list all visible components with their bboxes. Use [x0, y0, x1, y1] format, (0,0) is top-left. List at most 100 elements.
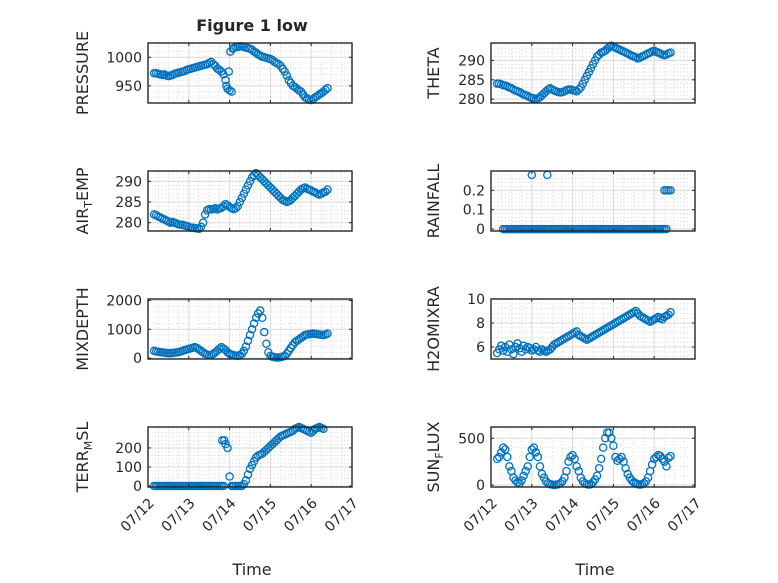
x-axis-label-right: Time [574, 560, 614, 579]
y-tick-label: 0.1 [463, 203, 485, 219]
y-tick-label: 200 [115, 441, 142, 457]
y-axis-label: SUNFLUX [424, 421, 446, 492]
data-series-rainfall [498, 170, 675, 234]
data-point [496, 341, 506, 351]
y-tick-label: 10 [467, 292, 485, 308]
data-point [647, 460, 657, 469]
data-series-sun_flux [492, 428, 675, 490]
data-point [323, 329, 332, 338]
data-point [666, 451, 675, 461]
y-tick-label: 280 [115, 216, 142, 232]
data-point [319, 424, 328, 434]
data-point [621, 463, 630, 473]
axes-frame [490, 42, 696, 104]
y-tick-label: 285 [115, 195, 142, 211]
data-point [535, 347, 545, 357]
data-point [321, 85, 330, 95]
data-point [545, 345, 555, 354]
data-point [239, 189, 249, 199]
data-series-pressure [149, 42, 332, 105]
y-tick-label: 2000 [106, 293, 142, 309]
axes-frame [490, 170, 696, 232]
data-point [237, 193, 247, 203]
data-series-mixdepth [149, 306, 332, 362]
data-point [664, 310, 673, 319]
data-point [311, 188, 320, 197]
x-tick-label: 07/15 [583, 495, 623, 535]
y-tick-label: 1000 [106, 50, 142, 66]
data-point [521, 466, 530, 476]
y-tick-label: 0 [476, 222, 485, 238]
data-point [245, 330, 255, 340]
data-series-air_temp [149, 168, 332, 234]
y-tick-label: 950 [115, 79, 142, 95]
data-point [215, 344, 224, 354]
data-point [241, 476, 251, 485]
data-point [494, 452, 504, 462]
data-point [220, 436, 229, 445]
y-tick-label: 290 [115, 174, 142, 190]
data-point [321, 187, 330, 196]
data-point [664, 453, 673, 463]
figure-title: Figure 1 low [196, 16, 308, 35]
data-point [609, 441, 618, 450]
axes-frame [147, 170, 353, 232]
data-point [501, 445, 510, 454]
axes-frame [147, 426, 353, 488]
y-tick-label: 500 [458, 431, 485, 447]
data-point [231, 203, 240, 213]
data-point [323, 185, 332, 194]
y-tick-label: 8 [476, 316, 485, 332]
data-point [237, 481, 247, 491]
data-point [224, 67, 234, 76]
y-tick-label: 0 [133, 479, 142, 495]
y-axis-label: AIRTEMP [73, 167, 95, 234]
data-point [225, 472, 234, 481]
data-point [666, 186, 675, 195]
data-point [280, 67, 289, 76]
y-axis-label: MIXDEPTH [73, 287, 92, 370]
data-point [233, 201, 243, 211]
data-point [517, 476, 526, 485]
data-point [498, 443, 508, 452]
y-tick-label: 100 [115, 460, 142, 476]
data-point [596, 454, 606, 464]
y-axis-label: THETA [424, 47, 443, 99]
x-tick-label: 07/12 [118, 495, 158, 535]
y-tick-label: 0.2 [463, 183, 485, 199]
data-point [662, 224, 671, 234]
data-point [211, 203, 220, 213]
data-point [202, 206, 212, 215]
y-tick-label: 0 [476, 478, 485, 494]
data-point [525, 452, 535, 462]
axes-frame [490, 426, 696, 488]
data-point [241, 342, 251, 351]
x-tick-label: 07/17 [665, 495, 705, 535]
data-point [317, 189, 326, 199]
data-point [243, 336, 253, 346]
data-point [247, 325, 257, 334]
x-tick-label: 07/14 [200, 495, 240, 535]
axes-frame [147, 42, 353, 104]
data-point [521, 345, 530, 354]
data-point [280, 196, 289, 206]
data-point [529, 443, 539, 452]
data-point [505, 462, 514, 471]
data-point [666, 307, 675, 317]
data-point [225, 202, 234, 212]
data-point [219, 481, 228, 491]
data-point [200, 210, 210, 219]
y-axis-label: TERRMSL [73, 422, 95, 494]
data-point [290, 191, 300, 201]
x-tick-label: 07/16 [281, 495, 321, 535]
data-point [503, 452, 512, 462]
y-axis-label: RAINFALL [424, 164, 443, 239]
data-point [525, 343, 535, 353]
data-series-theta [492, 41, 675, 104]
data-point [607, 433, 616, 443]
x-tick-label: 07/15 [240, 495, 280, 535]
data-point [574, 85, 583, 94]
y-axis-label: PRESSURE [73, 31, 92, 115]
x-tick-label: 07/17 [322, 495, 362, 535]
